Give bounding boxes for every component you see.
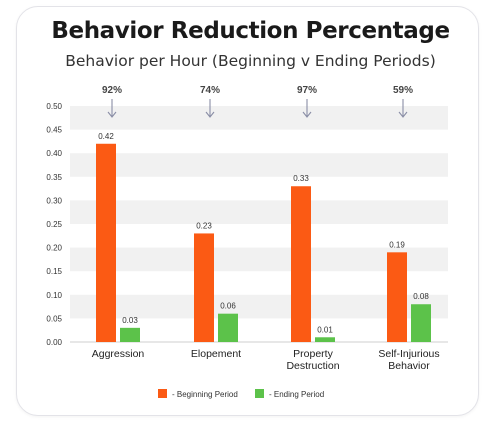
x-tick-label: Self-Injurious — [378, 348, 439, 360]
legend-label: - Beginning Period — [172, 390, 238, 399]
x-tick-label: Property — [293, 348, 333, 360]
bar — [291, 186, 311, 342]
chart-title: Behavior Reduction Percentage — [51, 18, 450, 44]
y-tick-label: 0.50 — [46, 102, 62, 111]
bar-value-label: 0.06 — [220, 302, 236, 311]
grid-band — [70, 106, 448, 130]
down-arrow-icon — [398, 111, 408, 118]
legend-label: - Ending Period — [269, 390, 324, 399]
y-tick-label: 0.10 — [46, 291, 62, 300]
y-tick-label: 0.45 — [46, 126, 62, 135]
grid-band — [70, 200, 448, 224]
y-tick-label: 0.05 — [46, 314, 62, 323]
grid-band — [70, 294, 448, 319]
legend-swatch — [158, 389, 167, 398]
legend-swatch — [255, 389, 264, 398]
x-tick-label: Aggression — [92, 348, 145, 360]
y-tick-label: 0.15 — [46, 267, 62, 276]
bar — [411, 304, 431, 342]
grid-band — [70, 153, 448, 177]
bar-value-label: 0.42 — [98, 132, 114, 141]
bar — [218, 313, 238, 342]
bar — [315, 337, 335, 342]
y-tick-label: 0.35 — [46, 173, 62, 182]
down-arrow-icon — [107, 111, 117, 118]
bar — [120, 327, 140, 342]
bar-value-label: 0.03 — [122, 316, 138, 325]
bar-value-label: 0.23 — [196, 221, 212, 230]
down-arrow-icon — [302, 111, 312, 118]
x-tick-label: Behavior — [388, 360, 430, 372]
y-tick-label: 0.00 — [46, 338, 62, 347]
chart-subtitle: Behavior per Hour (Beginning v Ending Pe… — [65, 52, 436, 70]
bar — [194, 233, 214, 342]
down-arrow-icon — [205, 111, 215, 118]
bar-value-label: 0.19 — [389, 240, 405, 249]
bar-value-label: 0.33 — [293, 174, 309, 183]
y-tick-label: 0.30 — [46, 196, 62, 205]
grid-band — [70, 247, 448, 272]
x-tick-label: Elopement — [191, 348, 241, 360]
reduction-label: 97% — [297, 85, 317, 96]
y-tick-label: 0.25 — [46, 220, 62, 229]
y-tick-label: 0.40 — [46, 149, 62, 158]
bar-value-label: 0.01 — [317, 325, 333, 334]
reduction-label: 59% — [393, 85, 413, 96]
reduction-label: 92% — [102, 85, 122, 96]
bar-value-label: 0.08 — [413, 292, 429, 301]
x-tick-label: Destruction — [286, 360, 339, 372]
reduction-label: 74% — [200, 85, 220, 96]
bar — [96, 143, 116, 342]
bar — [387, 252, 407, 342]
y-tick-label: 0.20 — [46, 244, 62, 253]
